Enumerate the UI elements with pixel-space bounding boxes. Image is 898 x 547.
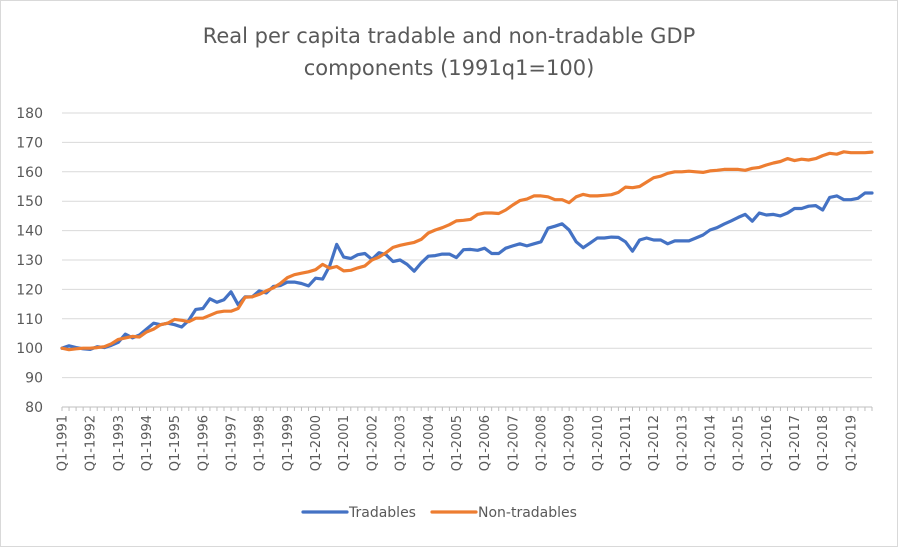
x-tick-label: Q1-2013 [675, 415, 690, 471]
x-tick-label: Q1-2009 [563, 415, 578, 471]
x-tick-label: Q1-1992 [84, 415, 99, 471]
x-tick-label: Q1-2007 [506, 415, 521, 471]
x-tick-label: Q1-1997 [225, 415, 240, 471]
y-tick-label: 180 [16, 106, 43, 122]
x-tick-label: Q1-2011 [619, 415, 634, 471]
x-tick-label: Q1-2005 [450, 415, 465, 471]
x-tick-label: Q1-2004 [422, 415, 437, 471]
legend-label-non-tradables: Non-tradables [478, 505, 577, 521]
x-tick-label: Q1-2008 [534, 415, 549, 471]
y-tick-label: 150 [16, 194, 43, 210]
x-tick-label: Q1-2001 [337, 415, 352, 471]
y-tick-label: 90 [25, 371, 43, 387]
x-tick-label: Q1-2015 [732, 415, 747, 471]
y-axis: 80 90 100 110 120 130 140 150 160 170 180 [16, 106, 43, 416]
x-tick-label: Q1-1994 [140, 415, 155, 471]
x-tick-label: Q1-2012 [647, 415, 662, 471]
y-tick-label: 170 [16, 135, 43, 151]
chart-title-line-1: Real per capita tradable and non-tradabl… [202, 24, 696, 48]
x-tick-label: Q1-2002 [365, 415, 380, 471]
x-tick-label: Q1-1995 [168, 415, 183, 471]
y-tick-label: 80 [25, 400, 43, 416]
series-line-tradables [60, 191, 874, 351]
y-tick-label: 130 [16, 253, 43, 269]
x-tick-label: Q1-1993 [112, 415, 127, 471]
chart-title: Real per capita tradable and non-tradabl… [0, 20, 898, 84]
legend: Tradables Non-tradables [301, 505, 577, 521]
y-tick-label: 140 [16, 224, 43, 240]
gridlines [62, 112, 872, 379]
series-line-non-tradables [60, 150, 874, 352]
x-tick-label: Q1-1998 [253, 415, 268, 471]
x-tick-label: Q1-1999 [281, 415, 296, 471]
y-tick-label: 160 [16, 165, 43, 181]
legend-label-tradables: Tradables [348, 505, 416, 521]
x-tick-label: Q1-1996 [196, 415, 211, 471]
y-tick-label: 120 [16, 282, 43, 298]
x-tick-label: Q1-2016 [760, 415, 775, 471]
y-tick-label: 110 [16, 312, 43, 328]
x-tick-label: Q1-1991 [56, 415, 71, 471]
series-lines [60, 150, 874, 352]
x-axis: Q1-1991 Q1-1992 Q1-1993 Q1-1994 Q1-1995 Q1-19… [56, 406, 873, 471]
x-tick-label: Q1-2010 [591, 415, 606, 471]
x-tick-label: Q1-2017 [788, 415, 803, 471]
x-tick-label: Q1-2006 [478, 415, 493, 471]
x-tick-label: Q1-2019 [844, 415, 859, 471]
y-tick-label: 100 [16, 341, 43, 357]
x-tick-label: Q1-2014 [704, 415, 719, 471]
x-tick-label: Q1-2018 [816, 415, 831, 471]
chart-title-line-2: components (1991q1=100) [303, 56, 595, 80]
x-tick-label: Q1-2000 [309, 415, 324, 471]
x-tick-label: Q1-2003 [394, 415, 409, 471]
